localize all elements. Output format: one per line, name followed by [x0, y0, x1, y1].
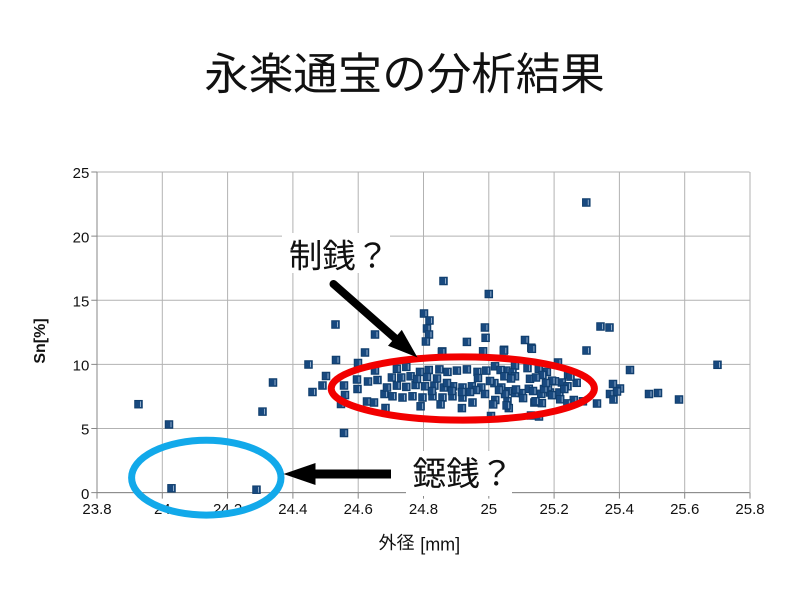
svg-text:10: 10 [73, 358, 90, 375]
svg-text:25.4: 25.4 [605, 501, 634, 518]
svg-text:25.8: 25.8 [735, 501, 764, 518]
svg-text:25: 25 [73, 165, 90, 182]
svg-text:20: 20 [73, 229, 90, 246]
svg-text:25.2: 25.2 [539, 501, 568, 518]
svg-text:24.4: 24.4 [278, 501, 307, 518]
svg-text:0: 0 [81, 486, 89, 503]
svg-text:25: 25 [480, 501, 497, 518]
svg-text:5: 5 [81, 422, 89, 439]
svg-text:Sn[%]: Sn[%] [32, 318, 49, 363]
svg-text:15: 15 [73, 293, 90, 310]
svg-text:23.8: 23.8 [82, 501, 111, 518]
svg-text:25.6: 25.6 [670, 501, 699, 518]
svg-text:[mm]: [mm] [420, 534, 460, 554]
svg-text:24.8: 24.8 [409, 501, 438, 518]
svg-text:24.6: 24.6 [344, 501, 373, 518]
